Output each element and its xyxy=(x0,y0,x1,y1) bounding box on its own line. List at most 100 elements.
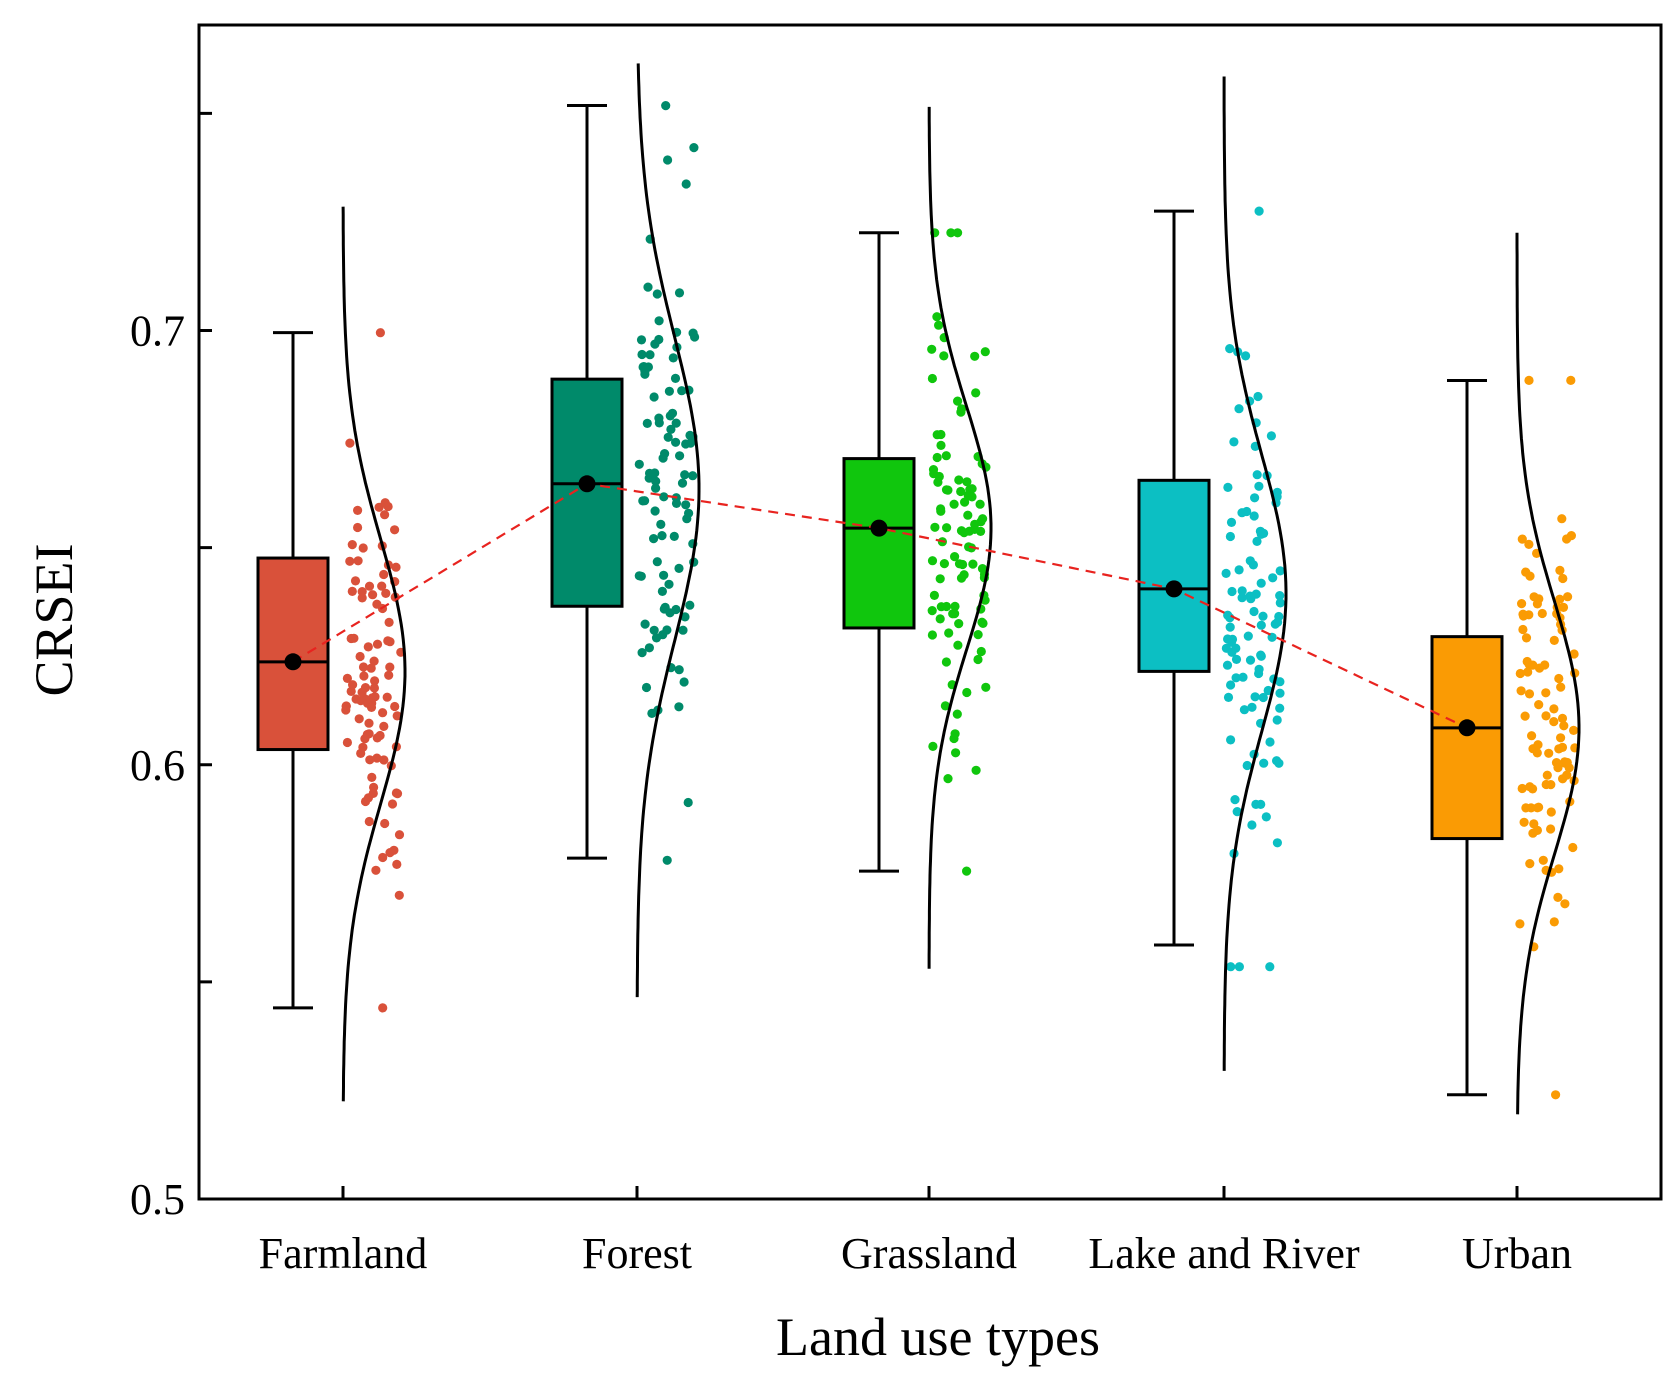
data-point xyxy=(657,586,668,597)
data-point xyxy=(927,556,938,566)
density-curve xyxy=(1222,76,1288,1071)
data-point xyxy=(365,755,375,765)
data-point xyxy=(1243,631,1253,641)
data-point xyxy=(341,705,351,715)
data-point xyxy=(932,452,942,463)
data-point xyxy=(1226,680,1236,690)
data-point xyxy=(1241,351,1251,361)
data-point xyxy=(345,556,355,566)
data-point xyxy=(930,522,940,532)
data-point xyxy=(649,625,659,635)
data-point xyxy=(1230,795,1240,805)
data-point xyxy=(1258,611,1268,621)
mean-marker xyxy=(1165,580,1183,598)
data-point xyxy=(1234,404,1244,414)
data-point xyxy=(654,316,664,326)
data-point xyxy=(638,362,648,372)
data-point xyxy=(371,865,381,875)
box-iqr xyxy=(842,457,916,630)
data-point xyxy=(353,556,363,566)
data-point xyxy=(976,526,986,537)
data-point xyxy=(671,418,681,428)
data-point xyxy=(659,570,669,580)
data-point xyxy=(1245,556,1255,566)
data-point xyxy=(688,471,698,481)
data-point xyxy=(351,694,361,704)
data-point xyxy=(1549,917,1559,927)
data-point xyxy=(1265,737,1275,747)
data-point xyxy=(1517,534,1527,544)
data-point xyxy=(394,890,404,900)
data-point xyxy=(392,859,402,870)
data-point xyxy=(379,755,389,765)
data-point xyxy=(1566,375,1576,385)
data-point xyxy=(652,557,662,567)
data-point xyxy=(928,741,938,752)
data-point xyxy=(674,665,684,675)
data-point xyxy=(660,449,670,459)
data-point xyxy=(670,373,681,383)
data-point xyxy=(1256,529,1266,539)
data-point xyxy=(941,451,951,461)
data-point xyxy=(1549,704,1559,714)
data-point xyxy=(358,543,368,553)
data-point xyxy=(654,418,664,428)
data-point xyxy=(369,656,379,666)
data-point xyxy=(1226,962,1236,972)
data-point xyxy=(381,588,391,599)
data-point xyxy=(644,643,655,653)
data-point xyxy=(1256,578,1266,588)
data-point xyxy=(977,564,988,574)
data-point xyxy=(978,514,988,524)
data-point xyxy=(956,407,966,417)
data-point xyxy=(964,542,974,552)
data-point xyxy=(392,711,402,721)
data-point xyxy=(674,702,684,712)
data-point xyxy=(379,569,389,580)
data-point xyxy=(953,640,963,650)
data-point xyxy=(342,737,352,748)
data-point xyxy=(1252,470,1262,480)
data-point xyxy=(1524,689,1535,699)
data-point xyxy=(1532,599,1542,609)
data-point xyxy=(962,687,972,698)
data-point xyxy=(933,477,943,487)
data-point xyxy=(349,633,359,643)
data-point xyxy=(941,657,952,667)
y-axis-title: CRSEI xyxy=(24,543,84,696)
data-point xyxy=(636,335,647,345)
data-point xyxy=(382,692,392,702)
data-point xyxy=(364,816,374,827)
data-point xyxy=(359,671,369,681)
data-point xyxy=(357,593,367,603)
data-point xyxy=(1521,633,1532,643)
data-point xyxy=(681,179,691,189)
data-point xyxy=(637,349,647,360)
box-iqr xyxy=(1137,478,1211,673)
data-point xyxy=(643,282,653,292)
data-point xyxy=(1250,493,1260,503)
data-point xyxy=(360,734,370,744)
x-tick-label: Urban xyxy=(1462,1229,1572,1278)
data-point xyxy=(358,662,369,672)
data-point xyxy=(685,600,695,610)
data-point xyxy=(656,519,666,530)
data-point xyxy=(390,525,400,535)
data-point xyxy=(345,438,355,448)
data-point xyxy=(682,514,692,524)
data-point xyxy=(377,581,387,591)
data-point xyxy=(1518,624,1528,635)
data-point xyxy=(649,392,659,402)
mean-marker xyxy=(578,475,596,493)
data-point xyxy=(1520,711,1530,721)
data-point xyxy=(949,733,959,744)
data-point xyxy=(1533,740,1543,750)
data-point xyxy=(950,552,960,562)
data-point xyxy=(1250,692,1260,702)
data-point xyxy=(1223,482,1233,492)
mean-marker xyxy=(284,653,302,671)
data-point xyxy=(1532,748,1542,758)
data-point xyxy=(1275,688,1285,698)
data-point xyxy=(1557,713,1568,724)
data-point xyxy=(1562,534,1572,544)
